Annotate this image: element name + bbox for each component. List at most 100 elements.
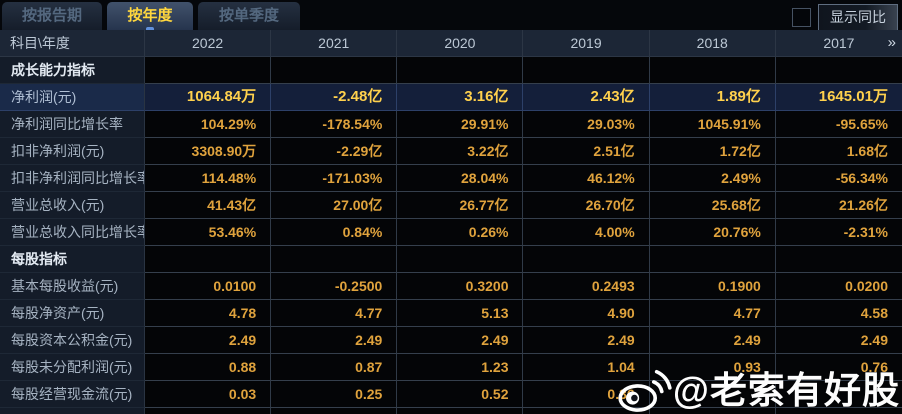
value-cell: 4.77 xyxy=(649,300,776,327)
financial-indicators-table: 科目\年度 2022 2021 2020 2019 2018 2017 » 成长… xyxy=(0,30,902,414)
value-cell xyxy=(523,408,650,414)
table-row: 营业总收入同比增长率 53.46% 0.84% 0.26% 4.00% 20.76% -2.… xyxy=(0,219,902,246)
value-cell: 41.43亿 xyxy=(145,192,272,219)
watermark-handle: @老索有好股 xyxy=(672,369,900,411)
row-label: 营业总收入同比增长率 xyxy=(0,219,145,246)
value-cell: 0.87 xyxy=(271,354,398,381)
tab-by-quarter[interactable]: 按单季度 xyxy=(198,2,300,30)
value-cell: 21.26亿 xyxy=(775,192,902,219)
value-cell xyxy=(775,381,902,408)
table-row: 扣非净利润(元) 3308.90万 -2.29亿 3.22亿 2.51亿 1.72亿 1.6… xyxy=(0,138,902,165)
value-cell: 2.49 xyxy=(775,327,902,354)
value-cell: 0.25 xyxy=(271,381,398,408)
section-header-row: 每股指标 xyxy=(0,246,902,273)
value-cell: 0.26% xyxy=(397,219,524,246)
value-cell xyxy=(775,57,902,84)
row-label: 扣非净利润同比增长率 xyxy=(0,165,145,192)
value-cell: 2.49 xyxy=(649,327,776,354)
value-cell: 29.03% xyxy=(523,111,650,138)
tab-by-report-period[interactable]: 按报告期 xyxy=(2,2,102,30)
value-cell: 0.88 xyxy=(145,354,272,381)
value-cell: 2.49 xyxy=(523,327,650,354)
value-cell xyxy=(649,57,776,84)
yoy-controls: 显示同比 xyxy=(792,4,898,31)
value-cell: -2.48亿 xyxy=(271,84,398,111)
value-cell: 3.22亿 xyxy=(397,138,524,165)
year-header-2021[interactable]: 2021 xyxy=(271,30,398,57)
table-row: 扣非净利润同比增长率 114.48% -171.03% 28.04% 46.12% 2.4… xyxy=(0,165,902,192)
show-yoy-checkbox[interactable] xyxy=(792,8,811,27)
value-cell: -178.54% xyxy=(271,111,398,138)
row-label xyxy=(0,408,145,414)
value-cell: 2.49% xyxy=(649,165,776,192)
value-cell: 1.89亿 xyxy=(649,84,776,111)
value-cell: -2.31% xyxy=(775,219,902,246)
row-label: 扣非净利润(元) xyxy=(0,138,145,165)
more-years-icon[interactable]: » xyxy=(887,34,896,51)
value-cell: -0.2500 xyxy=(271,273,398,300)
year-header-2022[interactable]: 2022 xyxy=(145,30,272,57)
table-row: 每股未分配利润(元) 0.88 0.87 1.23 1.04 0.93 0.76 xyxy=(0,354,902,381)
section-header-row: 成长能力指标 xyxy=(0,57,902,84)
value-cell xyxy=(271,408,398,414)
value-cell: 25.68亿 xyxy=(649,192,776,219)
value-cell: 29.91% xyxy=(397,111,524,138)
value-cell: 114.48% xyxy=(145,165,272,192)
value-cell: 0.2493 xyxy=(523,273,650,300)
value-cell: 4.77 xyxy=(271,300,398,327)
watermark: @老索有好股 xyxy=(618,367,900,413)
value-cell: 0.84% xyxy=(271,219,398,246)
partial-row xyxy=(0,408,902,414)
value-cell: 104.29% xyxy=(145,111,272,138)
value-cell: 4.00% xyxy=(523,219,650,246)
row-label: 净利润同比增长率 xyxy=(0,111,145,138)
year-header-2018[interactable]: 2018 xyxy=(649,30,776,57)
row-label: 基本每股收益(元) xyxy=(0,273,145,300)
value-cell xyxy=(397,57,524,84)
value-cell xyxy=(775,246,902,273)
value-cell xyxy=(523,57,650,84)
tab-by-year[interactable]: 按年度 xyxy=(107,2,193,30)
table-row: 营业总收入(元) 41.43亿 27.00亿 26.77亿 26.70亿 25.68亿 21… xyxy=(0,192,902,219)
value-cell xyxy=(523,246,650,273)
row-label: 每股经营现金流(元) xyxy=(0,381,145,408)
year-header-2017[interactable]: 2017 » xyxy=(775,30,902,57)
year-header-2020[interactable]: 2020 xyxy=(397,30,524,57)
table-row: 每股净资产(元) 4.78 4.77 5.13 4.90 4.77 4.58 xyxy=(0,300,902,327)
value-cell: 1045.91% xyxy=(649,111,776,138)
value-cell xyxy=(145,408,272,414)
value-cell: 28.04% xyxy=(397,165,524,192)
table-row: 净利润(元) 1064.84万 -2.48亿 3.16亿 2.43亿 1.89亿 1645.… xyxy=(0,84,902,111)
show-yoy-button[interactable]: 显示同比 xyxy=(818,4,898,31)
table-body: 成长能力指标 净利润(元) 1064.84万 -2.48亿 3.16亿 2.43亿 1.89… xyxy=(0,57,902,414)
value-cell: 0.76 xyxy=(775,354,902,381)
value-cell: 2.49 xyxy=(145,327,272,354)
value-cell: 2.49 xyxy=(271,327,398,354)
row-label: 每股资本公积金(元) xyxy=(0,327,145,354)
value-cell: 1645.01万 xyxy=(775,84,902,111)
value-cell xyxy=(145,246,272,273)
value-cell: 26.77亿 xyxy=(397,192,524,219)
value-cell: 1064.84万 xyxy=(145,84,272,111)
value-cell xyxy=(649,408,776,414)
value-cell: -56.34% xyxy=(775,165,902,192)
value-cell: 1.68亿 xyxy=(775,138,902,165)
value-cell: 4.90 xyxy=(523,300,650,327)
table-row: 每股经营现金流(元) 0.03 0.25 0.52 0.36 xyxy=(0,381,902,408)
table-row: 净利润同比增长率 104.29% -178.54% 29.91% 29.03% 1045.… xyxy=(0,111,902,138)
year-header-2019[interactable]: 2019 xyxy=(523,30,650,57)
value-cell xyxy=(775,408,902,414)
value-cell xyxy=(397,408,524,414)
corner-header: 科目\年度 xyxy=(0,30,145,57)
value-cell: 3308.90万 xyxy=(145,138,272,165)
row-label: 每股未分配利润(元) xyxy=(0,354,145,381)
value-cell xyxy=(649,246,776,273)
value-cell: 1.04 xyxy=(523,354,650,381)
weibo-icon xyxy=(618,367,672,413)
value-cell: 46.12% xyxy=(523,165,650,192)
value-cell xyxy=(271,246,398,273)
value-cell: -171.03% xyxy=(271,165,398,192)
value-cell: 0.52 xyxy=(397,381,524,408)
value-cell: 0.03 xyxy=(145,381,272,408)
